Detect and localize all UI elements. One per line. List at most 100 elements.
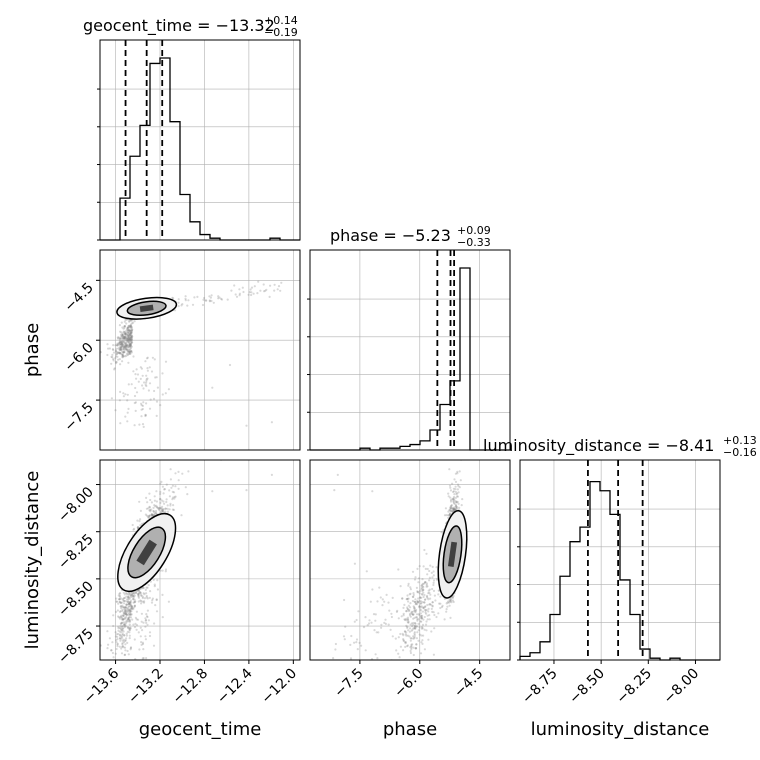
scatter-point xyxy=(112,625,114,627)
scatter-point xyxy=(129,353,131,355)
scatter-point xyxy=(149,590,151,592)
scatter-point xyxy=(211,490,213,492)
scatter-point xyxy=(138,600,140,602)
scatter-point xyxy=(159,507,161,509)
scatter-point xyxy=(142,408,144,410)
scatter-point xyxy=(127,334,129,336)
scatter-point xyxy=(129,624,131,626)
scatter-point xyxy=(119,646,121,648)
scatter-point xyxy=(229,364,231,366)
scatter-point xyxy=(169,503,171,505)
scatter-point xyxy=(217,297,219,299)
scatter-point xyxy=(106,647,108,649)
scatter-point xyxy=(146,501,148,503)
scatter-point xyxy=(121,334,123,336)
scatter-point xyxy=(459,470,461,472)
scatter-point xyxy=(423,601,425,603)
scatter-point xyxy=(139,518,141,520)
scatter-point xyxy=(156,579,158,581)
scatter-point xyxy=(409,627,411,629)
scatter-point xyxy=(356,619,358,621)
scatter-point xyxy=(118,594,120,596)
scatter-point xyxy=(146,515,148,517)
scatter-point xyxy=(185,299,187,301)
scatter-point xyxy=(168,489,170,491)
scatter-point xyxy=(131,322,133,324)
scatter-point xyxy=(398,636,400,638)
scatter-point xyxy=(136,611,138,613)
scatter-point xyxy=(254,285,256,287)
scatter-point xyxy=(172,504,174,506)
scatter-point xyxy=(428,579,430,581)
scatter-point xyxy=(138,597,140,599)
scatter-point xyxy=(130,347,132,349)
scatter-point xyxy=(178,305,180,307)
scatter-point xyxy=(242,287,244,289)
scatter-point xyxy=(414,617,416,619)
scatter-point xyxy=(127,412,129,414)
scatter-point xyxy=(376,600,378,602)
scatter-point xyxy=(349,644,351,646)
scatter-point xyxy=(123,600,125,602)
scatter-point xyxy=(421,643,423,645)
scatter-point xyxy=(134,320,136,322)
scatter-point xyxy=(154,376,156,378)
scatter-point xyxy=(161,372,163,374)
scatter-point xyxy=(431,576,433,578)
scatter-point xyxy=(455,493,457,495)
scatter-point xyxy=(458,507,460,509)
scatter-point xyxy=(129,610,131,612)
scatter-point xyxy=(376,657,378,659)
scatter-point xyxy=(161,509,163,511)
scatter-point xyxy=(236,296,238,298)
scatter-point xyxy=(142,387,144,389)
scatter-point xyxy=(185,295,187,297)
scatter-point xyxy=(111,641,113,643)
scatter-point xyxy=(124,393,126,395)
scatter-point xyxy=(149,597,151,599)
scatter-point xyxy=(126,420,128,422)
scatter-point xyxy=(167,511,169,513)
scatter-point xyxy=(173,497,175,499)
scatter-point xyxy=(364,616,366,618)
scatter-point xyxy=(148,493,150,495)
scatter-point xyxy=(230,290,232,292)
scatter-point xyxy=(434,599,436,601)
scatter-point xyxy=(151,513,153,515)
scatter-point xyxy=(421,594,423,596)
scatter-point xyxy=(125,349,127,351)
scatter-point xyxy=(398,617,400,619)
scatter-point xyxy=(141,384,143,386)
scatter-point xyxy=(420,621,422,623)
scatter-point xyxy=(210,300,212,302)
scatter-point xyxy=(143,426,145,428)
scatter-point xyxy=(140,366,142,368)
scatter-point xyxy=(116,641,118,643)
scatter-point xyxy=(122,356,124,358)
scatter-point xyxy=(142,657,144,659)
scatter-point xyxy=(129,329,131,331)
scatter-point xyxy=(242,291,244,293)
scatter-point xyxy=(388,624,390,626)
scatter-point xyxy=(271,474,273,476)
scatter-point xyxy=(165,392,167,394)
scatter-point xyxy=(392,597,394,599)
scatter-point xyxy=(425,613,427,615)
scatter-point xyxy=(124,608,126,610)
scatter-point xyxy=(126,633,128,635)
scatter-point xyxy=(142,601,144,603)
scatter-point xyxy=(130,648,132,650)
scatter-point xyxy=(151,501,153,503)
scatter-point xyxy=(154,500,156,502)
scatter-point xyxy=(149,635,151,637)
scatter-point xyxy=(245,489,247,491)
scatter-point xyxy=(140,378,142,380)
scatter-point xyxy=(421,578,423,580)
scatter-point xyxy=(178,488,180,490)
scatter-point xyxy=(114,409,116,411)
scatter-point xyxy=(111,397,113,399)
scatter-point xyxy=(131,607,133,609)
scatter-point xyxy=(117,359,119,361)
scatter-point xyxy=(250,288,252,290)
scatter-point xyxy=(136,629,138,631)
